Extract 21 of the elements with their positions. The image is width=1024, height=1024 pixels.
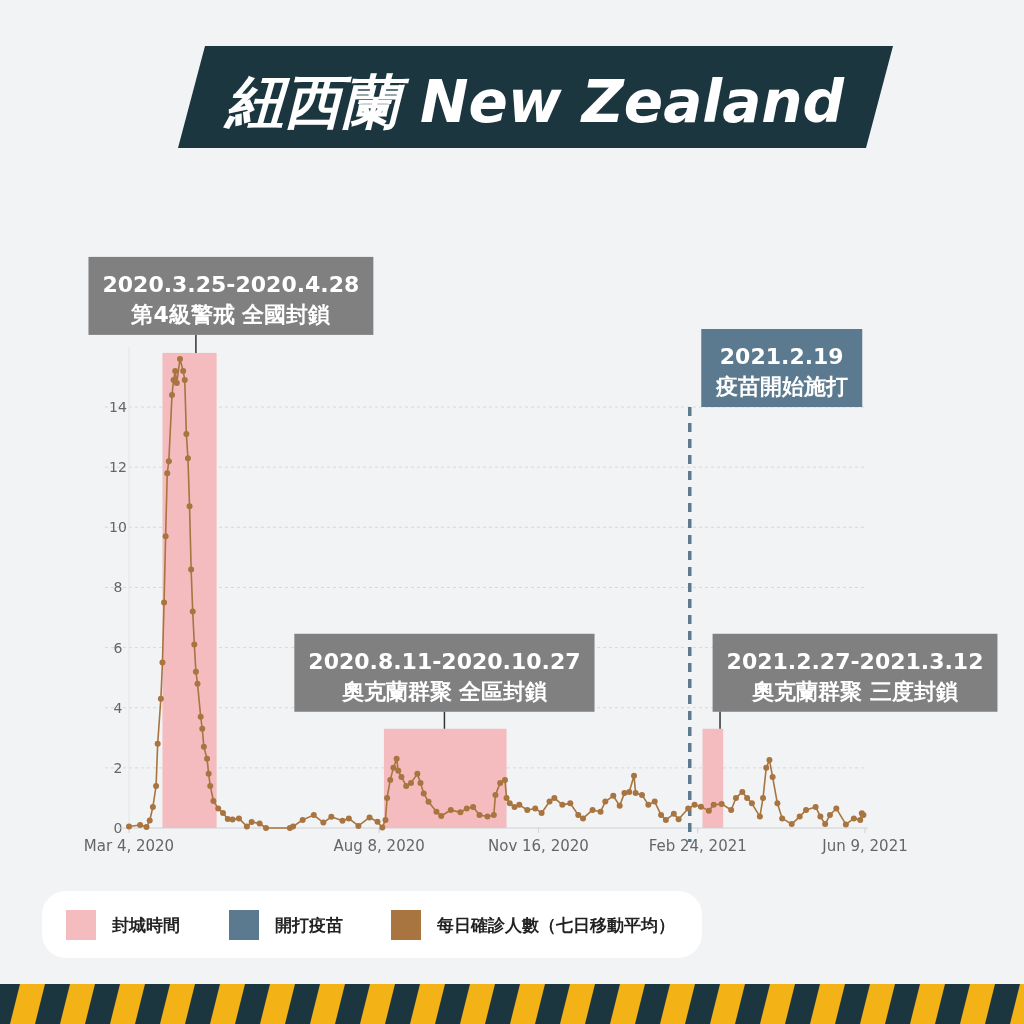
y-tick-label: 14: [109, 399, 127, 416]
y-tick-label: 0: [113, 820, 123, 836]
y-tick-label: 4: [113, 699, 123, 716]
chart-title: 紐西蘭 New Zealand: [222, 68, 845, 136]
x-tick-label: Jun 9, 2021: [821, 837, 908, 855]
y-tick-label: 12: [109, 459, 127, 476]
y-tick-label: 2: [113, 759, 123, 776]
x-tick-label: Feb 24, 2021: [648, 837, 747, 855]
legend-label: 每日確診人數（七日移動平均）: [436, 915, 675, 935]
annotation: 2020.8.11-2020.10.27 奧克蘭群聚 全區封鎖: [308, 648, 581, 704]
annotation: 2021.2.27-2021.3.12 奧克蘭群聚 三度封鎖: [726, 648, 984, 704]
legend-label: 封城時間: [111, 915, 180, 935]
annotation: 2020.3.25-2020.4.28 第4級警戒 全國封鎖: [102, 271, 360, 327]
annotation: 2021.2.19 疫苗開始施打: [714, 344, 848, 400]
x-tick-label: Aug 8, 2020: [333, 837, 425, 855]
x-tick-label: Nov 16, 2020: [488, 837, 589, 855]
legend-label: 開打疫苗: [275, 915, 343, 935]
y-tick-label: 6: [113, 639, 123, 656]
y-tick-label: 8: [113, 579, 123, 596]
x-tick-label: Mar 4, 2020: [83, 837, 175, 855]
y-tick-label: 10: [109, 519, 127, 536]
